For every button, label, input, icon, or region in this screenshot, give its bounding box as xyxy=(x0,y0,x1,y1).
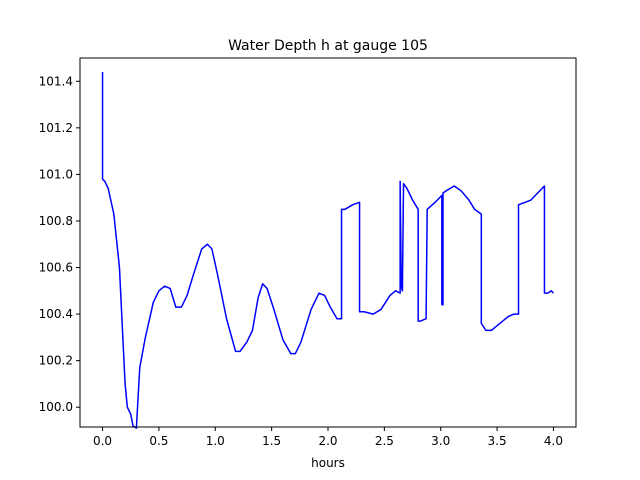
x-tick-label: 2.5 xyxy=(375,434,394,448)
x-tick-label: 3.5 xyxy=(488,434,507,448)
chart-title: Water Depth h at gauge 105 xyxy=(228,38,428,54)
y-tick-label: 100.2 xyxy=(39,354,73,368)
x-tick-label: 1.5 xyxy=(262,434,281,448)
x-tick-label: 3.0 xyxy=(431,434,450,448)
y-tick-label: 100.0 xyxy=(39,400,73,414)
x-tick-label: 2.0 xyxy=(318,434,337,448)
x-tick-label: 4.0 xyxy=(544,434,563,448)
x-tick-label: 0.0 xyxy=(93,434,112,448)
y-tick-label: 101.2 xyxy=(39,121,73,135)
y-axis-ticks: 100.0 100.2 100.4 100.6 100.8 101.0 101.2 101.4 xyxy=(39,74,80,414)
x-tick-label: 1.0 xyxy=(206,434,225,448)
y-tick-label: 101.0 xyxy=(39,167,73,181)
x-axis-ticks: 0.0 0.5 1.0 1.5 2.0 2.5 3.0 3.5 4.0 xyxy=(93,427,563,448)
x-tick-label: 0.5 xyxy=(149,434,168,448)
x-axis-label: hours xyxy=(311,456,345,470)
y-tick-label: 101.4 xyxy=(39,74,73,88)
y-tick-label: 100.4 xyxy=(39,307,73,321)
y-tick-label: 100.8 xyxy=(39,214,73,228)
axes-frame xyxy=(79,57,577,428)
series-line xyxy=(101,71,554,429)
y-tick-label: 100.6 xyxy=(39,261,73,275)
